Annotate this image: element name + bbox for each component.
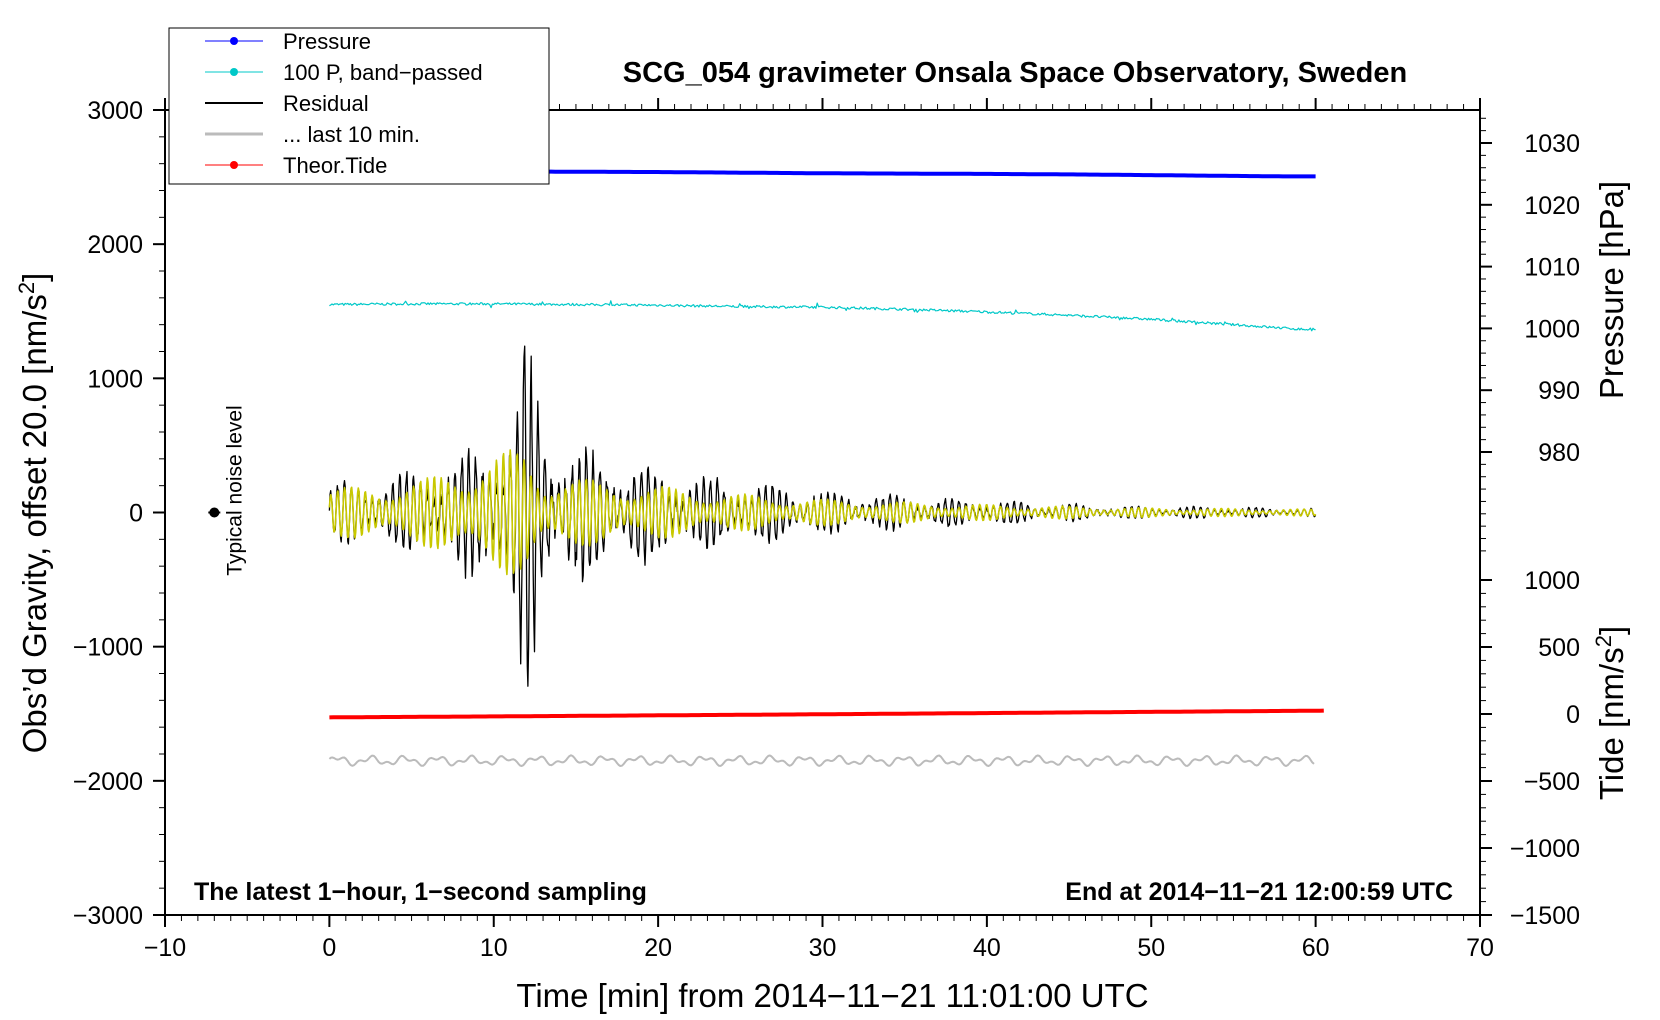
series-line-100p-bandpassed — [329, 300, 1316, 332]
series-line-bandpassed-residual — [328, 449, 1317, 576]
x-tick-label: 40 — [973, 934, 1001, 962]
legend-box — [168, 27, 550, 185]
y-pressure-tick-label: 1010 — [1524, 254, 1580, 282]
legend-marker-4 — [230, 161, 238, 169]
noise-marker — [209, 507, 220, 518]
y-tide-tick-label: −1000 — [1510, 835, 1580, 863]
legend-label-4: Theor.Tide — [283, 153, 387, 178]
y-left-tick-label: 2000 — [87, 231, 143, 259]
axes-layer — [153, 98, 1492, 927]
legend-marker-1 — [230, 68, 238, 76]
x-tick-label: 70 — [1466, 934, 1494, 962]
y-tide-tick-label: 0 — [1566, 701, 1580, 729]
legend-marker-0 — [230, 37, 238, 45]
bottom-right-note: End at 2014−11−21 12:00:59 UTC — [1065, 878, 1453, 906]
bottom-left-note: The latest 1−hour, 1−second sampling — [194, 878, 647, 906]
legend-label-1: 100 P, band−passed — [283, 60, 483, 85]
y-tide-tick-label: 500 — [1538, 634, 1580, 662]
y-left-tick-label: 0 — [129, 500, 143, 528]
y-tide-tick-label: 1000 — [1524, 567, 1580, 595]
y-tide-tick-label: −1500 — [1510, 902, 1580, 930]
legend: Pressure 100 P, band−passed Residual ... la… — [168, 27, 550, 185]
x-tick-label: 10 — [480, 934, 508, 962]
y-left-tick-label: −2000 — [73, 768, 143, 796]
y-pressure-tick-label: 980 — [1538, 439, 1580, 467]
x-tick-label: 0 — [322, 934, 336, 962]
y-tide-title: Tide [nm/s2] — [1591, 626, 1630, 800]
x-tick-label: 20 — [644, 934, 672, 962]
y-pressure-tick-label: 990 — [1538, 377, 1580, 405]
y-left-tick-label: 3000 — [87, 97, 143, 125]
legend-label-3: ... last 10 min. — [283, 122, 420, 147]
x-axis-title: Time [min] from 2014−11−21 11:01:00 UTC — [516, 977, 1148, 1014]
y-pressure-title: Pressure [hPa] — [1593, 181, 1630, 399]
y-left-tick-label: 1000 — [87, 365, 143, 393]
y-pressure-tick-label: 1020 — [1524, 192, 1580, 220]
y-pressure-tick-label: 1030 — [1524, 130, 1580, 158]
y-left-title: Obs’d Gravity, offset 20.0 [nm/s2] — [14, 273, 53, 754]
y-pressure-tick-label: 1000 — [1524, 315, 1580, 343]
y-left-tick-label: −1000 — [73, 634, 143, 662]
noise-label: Typical noise level — [223, 405, 246, 575]
series-line-theor-tide — [329, 708, 1324, 720]
x-tick-label: 50 — [1137, 934, 1165, 962]
labels-layer: Typical noise level−10 0 10 20 30 40 50 60 70300… — [14, 57, 1630, 1014]
series-line-last-10-min — [328, 754, 1315, 767]
legend-label-0: Pressure — [283, 29, 371, 54]
legend-label-2: Residual — [283, 91, 369, 116]
x-tick-label: 60 — [1302, 934, 1330, 962]
x-tick-label: 30 — [809, 934, 837, 962]
y-tide-tick-label: −500 — [1524, 768, 1580, 796]
y-left-tick-label: −3000 — [73, 902, 143, 930]
x-tick-label: −10 — [144, 934, 186, 962]
chart-title: SCG_054 gravimeter Onsala Space Observat… — [623, 57, 1407, 89]
